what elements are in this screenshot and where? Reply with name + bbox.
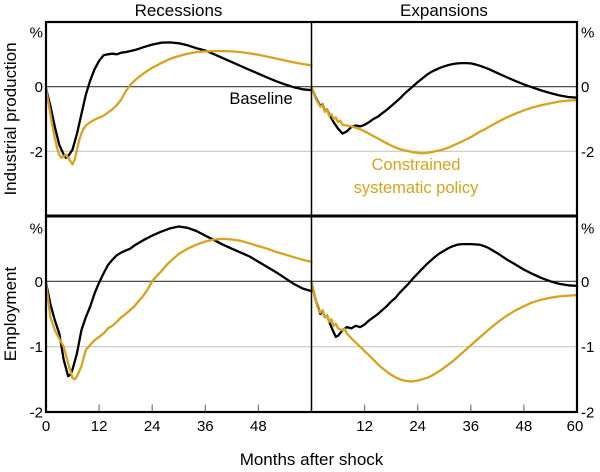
y-tick-label-right: %: [581, 25, 594, 42]
y-tick-label-left: %: [30, 220, 43, 237]
x-tick-label: 48: [516, 418, 533, 435]
y-tick-label-right: -2: [581, 405, 594, 422]
x-tick-label: 0: [42, 418, 50, 435]
y-tick-label-right: -1: [581, 339, 594, 356]
x-tick-label: 12: [91, 418, 108, 435]
series-line-employment_expansions-baseline: [310, 242, 579, 339]
series-line-employment_expansions-constrained: [310, 281, 579, 383]
y-tick-label-right: 0: [581, 274, 589, 291]
y-tick-label-left: -2: [30, 405, 43, 422]
y-tick-label-left: -2: [30, 144, 43, 161]
column-title-recessions: Recessions: [134, 1, 223, 20]
series-line-industrial_production_expansions-constrained: [310, 86, 579, 155]
series-line-employment_recessions-constrained: [44, 237, 313, 381]
annotation-constrained-line1: Constrained: [371, 156, 461, 174]
x-tick-label: 36: [197, 418, 214, 435]
y-tick-label-left: %: [30, 25, 43, 42]
series-line-industrial_production_expansions-baseline: [310, 61, 579, 135]
y-tick-label-right: %: [581, 220, 594, 237]
series-line-industrial_production_recessions-constrained: [44, 49, 313, 166]
x-tick-label: 60: [567, 418, 584, 435]
annotation-constrained-systematic-policy: Constrained systematic policy: [321, 154, 511, 200]
y-tick-label-left: 0: [35, 274, 43, 291]
x-tick-label: 12: [356, 418, 373, 435]
column-title-expansions: Expansions: [400, 1, 488, 20]
ylabel-industrial-production: Industrial production: [1, 42, 20, 196]
x-tick-label: 24: [409, 418, 426, 435]
x-tick-label: 36: [462, 418, 479, 435]
y-tick-label-right: 0: [581, 79, 589, 96]
ylabel-employment: Employment: [1, 266, 20, 362]
x-tick-label: 24: [144, 418, 161, 435]
series-line-employment_recessions-baseline: [44, 225, 313, 378]
annotation-constrained-line2: systematic policy: [353, 179, 479, 197]
series-line-industrial_production_recessions-baseline: [44, 41, 313, 159]
y-tick-label-left: 0: [35, 79, 43, 96]
x-tick-label: 48: [250, 418, 267, 435]
xlabel-months-after-shock: Months after shock: [239, 450, 384, 469]
y-tick-label-right: -2: [581, 144, 594, 161]
annotation-baseline: Baseline: [229, 90, 293, 108]
y-tick-label-left: -1: [30, 339, 43, 356]
